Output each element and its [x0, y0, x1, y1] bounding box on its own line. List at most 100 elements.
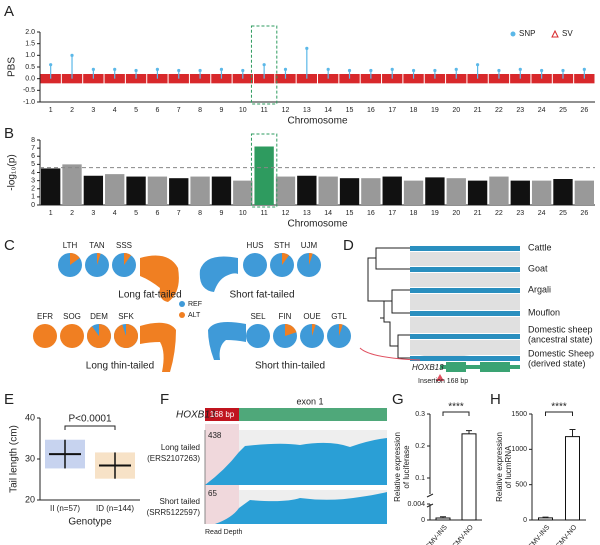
track-max: 438: [208, 431, 222, 440]
y-tick-label: 0: [31, 202, 35, 209]
pie-alt: [97, 253, 101, 265]
y-tick-label: -0.5: [23, 87, 35, 94]
thin-tail-short: [208, 322, 246, 360]
y-axis-label: Relative expression: [393, 432, 402, 502]
peak-bar: [105, 174, 125, 205]
insert-box: [205, 408, 239, 421]
thin-tail-long: [140, 322, 176, 372]
y-tick-label: 0.3: [415, 411, 425, 418]
x-tick-label: 13: [303, 107, 311, 114]
snp-point: [241, 68, 245, 73]
x-tick-label: 19: [431, 210, 439, 217]
snp-point: [518, 67, 522, 71]
pie-ref: [60, 324, 84, 348]
pie-label: SOG: [63, 312, 81, 321]
axis: [39, 32, 595, 103]
taxon-label: Domestic sheep: [528, 324, 593, 334]
x-tick-label: 25: [559, 210, 567, 217]
panel-label: A: [4, 3, 14, 20]
exon-label: exon 1: [296, 396, 323, 406]
pie-label: DEM: [90, 312, 108, 321]
x-tick-label: 7: [177, 210, 181, 217]
sv-band: [104, 74, 125, 84]
y-tick-label: 1.0: [25, 52, 35, 59]
sv-band: [40, 74, 61, 84]
y-axis-label: of lucmRNA: [504, 445, 513, 488]
highlight-box: [250, 133, 278, 208]
legend-marker: [510, 31, 516, 37]
x-tick-label: 21: [474, 210, 482, 217]
y-tick-label: 2.0: [25, 29, 35, 36]
y-tick-label: 40: [25, 412, 35, 422]
snp-point: [219, 67, 224, 71]
pie-alt: [70, 253, 80, 265]
pie-label: FIN: [279, 312, 292, 321]
x-tick-label: CMV-NO: [555, 524, 579, 545]
x-tick-label: 14: [324, 210, 332, 217]
x-tick-label: 1: [49, 107, 53, 114]
peak-bar: [275, 176, 296, 205]
peak-bar: [489, 176, 509, 205]
peak-bar: [339, 178, 360, 205]
peak-bar: [574, 180, 594, 205]
sv-band: [61, 74, 83, 84]
sig-bracket: [64, 425, 116, 430]
snp-point: [347, 68, 352, 73]
y-tick-label: 20: [25, 494, 35, 504]
bar: [538, 517, 553, 521]
x-tick-label: 1: [49, 210, 53, 217]
pie-alt: [124, 253, 132, 265]
y-tick-label: 500: [515, 482, 527, 489]
peak-bar: [382, 176, 402, 205]
x-tick-label: 15: [346, 107, 354, 114]
taxon-label: Cattle: [528, 242, 552, 252]
sv-band: [189, 74, 211, 84]
x-tick-label: 9: [219, 210, 223, 217]
y-tick-label: 0.1: [415, 475, 425, 482]
x-tick-label: 8: [198, 107, 202, 114]
pie-alt: [87, 324, 112, 348]
y-tick-label: 0.004: [407, 501, 425, 508]
snp-point: [177, 68, 181, 73]
x-tick-label: 19: [431, 107, 439, 114]
peak-bar: [553, 179, 573, 205]
sv-band: [488, 74, 510, 84]
pie-alt: [312, 324, 316, 336]
panel-label: B: [4, 125, 14, 142]
x-tick-label: 9: [219, 107, 223, 114]
peak-bar: [510, 180, 530, 205]
y-tick-label: 1: [31, 194, 35, 201]
y-axis-label: of luciferase: [402, 445, 411, 489]
peak-bar: [361, 178, 381, 205]
peak-bar: [297, 175, 317, 205]
peak-bar: [531, 180, 552, 205]
alignment: [359, 246, 520, 381]
insert-label: 168 bp: [210, 410, 235, 419]
x-tick-label: 22: [495, 210, 503, 217]
peak-bar: [318, 176, 338, 205]
x-tick-label: 3: [91, 107, 95, 114]
x-tick-label: 12: [282, 210, 290, 217]
taxon-label: Argali: [528, 284, 551, 294]
sv-band: [211, 74, 232, 84]
sv-band: [253, 74, 275, 84]
annotation: ****: [448, 402, 464, 413]
peak-bar: [126, 176, 146, 205]
y-tick-label: 1500: [511, 411, 527, 418]
peak-bar: [211, 176, 232, 205]
panel-label: D: [343, 237, 354, 254]
sv-band: [147, 74, 168, 84]
x-tick-label: 6: [155, 107, 159, 114]
y-tick-label: 3: [31, 177, 35, 184]
pie-label: EFR: [37, 312, 53, 321]
gene-label: HOXB13: [176, 410, 216, 421]
snp-point: [454, 67, 458, 71]
sv-band: [403, 74, 424, 84]
x-tick-label: 22: [495, 107, 503, 114]
pie-label: GTL: [331, 312, 347, 321]
pie-label: SSS: [116, 241, 132, 250]
y-tick-label: 0: [421, 517, 425, 524]
x-tick-label: 18: [410, 210, 418, 217]
y-tick-label: 8: [31, 137, 35, 144]
